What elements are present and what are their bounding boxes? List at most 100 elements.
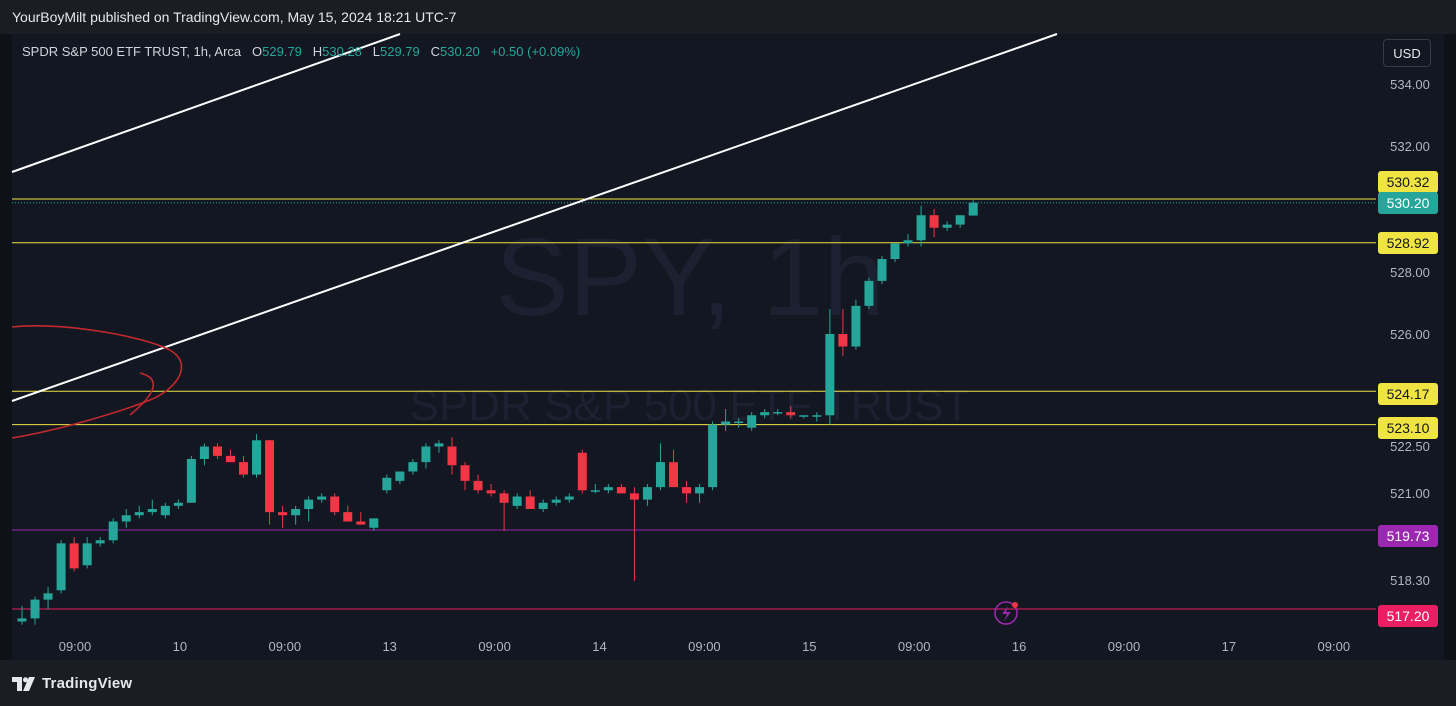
candle-body: [278, 512, 288, 516]
trendline-drawings[interactable]: [11, 33, 1058, 439]
alert-icon[interactable]: [994, 601, 1018, 625]
candle: [291, 505, 301, 525]
trendline-lower[interactable]: [11, 33, 1058, 402]
candle: [173, 499, 183, 509]
candle-body: [499, 493, 509, 503]
price-label: 530.20: [1378, 192, 1438, 214]
candle-body: [304, 499, 314, 509]
watermark-name: SPDR S&P 500 ETF TRUST: [410, 381, 971, 430]
candle: [382, 474, 392, 494]
candle: [812, 412, 822, 422]
candle-body: [825, 334, 835, 416]
price-label-text: 517.20: [1387, 608, 1430, 624]
candle-body: [134, 512, 144, 516]
candle: [734, 418, 744, 428]
y-tick-label: 518.30: [1390, 573, 1430, 588]
candle: [447, 437, 457, 475]
candle: [942, 221, 952, 231]
x-tick-label: 13: [382, 639, 396, 654]
candle-body: [747, 415, 757, 428]
price-axis[interactable]: 534.00 532.00 528.00 526.00 522.50 521.00 518.…: [1390, 77, 1430, 588]
candle-body: [317, 496, 327, 500]
candle-body: [199, 446, 209, 459]
candle: [278, 505, 288, 528]
candle: [30, 596, 40, 625]
candle: [747, 412, 757, 431]
y-tick-label: 532.00: [1390, 139, 1430, 154]
candle: [786, 405, 796, 419]
x-tick-label: 15: [802, 639, 816, 654]
candle-body: [538, 502, 548, 509]
candle-body: [864, 280, 874, 306]
candle: [708, 421, 718, 491]
x-tick-label: 16: [1012, 639, 1026, 654]
candle-body: [603, 487, 613, 491]
legend-high-label: H: [312, 44, 323, 59]
candle-body: [942, 224, 952, 228]
candle: [877, 255, 887, 284]
price-label-text: 524.17: [1387, 386, 1430, 402]
candle-body: [903, 240, 913, 244]
trendline-upper[interactable]: [11, 33, 401, 173]
candle: [108, 518, 118, 544]
candle: [864, 277, 874, 309]
candle: [825, 309, 835, 425]
x-tick-label: 09:00: [59, 639, 92, 654]
candle-body: [564, 496, 574, 500]
candle-body: [330, 496, 340, 513]
candle-body: [695, 487, 705, 494]
ohlc-legend: SPDR S&P 500 ETF TRUST, 1h, Arca O529.79…: [22, 44, 580, 59]
candle: [890, 243, 900, 263]
candle: [616, 484, 626, 494]
x-tick-label: 10: [173, 639, 187, 654]
candle-body: [56, 543, 66, 591]
candle: [199, 443, 209, 466]
time-axis[interactable]: 09:00 10 09:00 13 09:00 14 09:00 15 09:00 16 09:00…: [59, 639, 1350, 654]
hand-drawn-curve[interactable]: [11, 325, 183, 439]
price-label: 517.20: [1378, 605, 1438, 627]
candle: [356, 512, 366, 525]
y-tick-label: 521.00: [1390, 486, 1430, 501]
candle-body: [343, 512, 353, 522]
candle: [968, 200, 978, 216]
candle: [564, 493, 574, 503]
candle-body: [356, 521, 366, 525]
candle: [512, 493, 522, 509]
candle-body: [616, 487, 626, 494]
candle-body: [421, 446, 431, 463]
candle: [225, 449, 235, 463]
currency-button[interactable]: USD: [1383, 39, 1431, 67]
candle: [460, 462, 470, 491]
candle-body: [721, 421, 731, 425]
tradingview-logo[interactable]: TradingView: [12, 675, 132, 692]
candle: [473, 474, 483, 494]
candle: [955, 215, 965, 228]
candle-body: [968, 202, 978, 216]
candle-body: [291, 509, 301, 516]
candle: [525, 490, 535, 509]
x-tick-label: 09:00: [1318, 639, 1351, 654]
footer-bar: [0, 660, 1456, 706]
legend-high: 530.28: [322, 44, 362, 59]
chart-frame[interactable]: [12, 34, 1444, 660]
candle: [421, 443, 431, 469]
candle-body: [590, 490, 600, 492]
x-tick-label: 09:00: [478, 639, 511, 654]
candle-body: [525, 496, 535, 509]
candle-body: [851, 305, 861, 347]
candle-body: [486, 490, 496, 494]
publisher-line: YourBoyMilt published on TradingView.com…: [12, 9, 457, 25]
hand-drawn-hook[interactable]: [129, 372, 155, 416]
candle: [682, 480, 692, 503]
candle: [343, 505, 353, 522]
candle: [121, 509, 131, 528]
candle-body: [382, 477, 392, 491]
candle: [669, 449, 678, 488]
y-tick-label: 528.00: [1390, 265, 1430, 280]
candle-body: [82, 543, 92, 566]
candle: [486, 484, 496, 497]
legend-close-label: C: [430, 44, 440, 59]
candle: [851, 299, 861, 350]
candle-body: [916, 215, 926, 241]
